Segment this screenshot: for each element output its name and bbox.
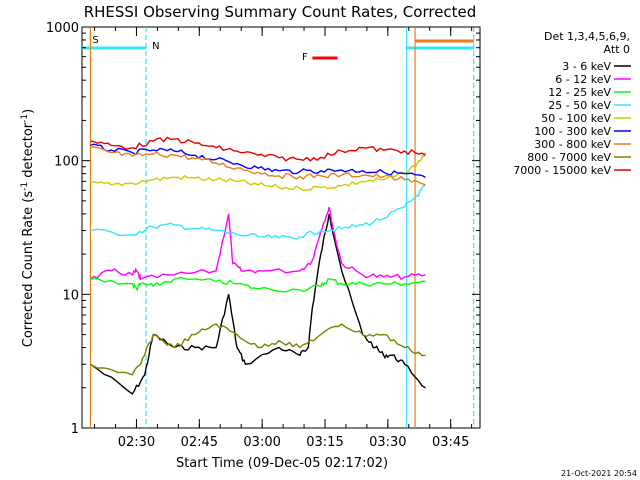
chart-title: RHESSI Observing Summary Count Rates, Co… — [84, 3, 477, 21]
x-tick-label: 03:15 — [306, 435, 343, 450]
legend-header-line: Det 1,3,4,5,6,9, — [544, 30, 630, 43]
series-line-800-7000-kev — [90, 323, 426, 376]
series-line-3-6-kev — [89, 213, 426, 395]
flag-f-label: F — [302, 52, 308, 63]
legend-entry-label: 6 - 12 keV — [555, 73, 611, 86]
legend-entry-label: 800 - 7000 keV — [527, 151, 611, 164]
legend-entry-label: 7000 - 15000 keV — [513, 164, 611, 177]
plot-frame — [81, 26, 481, 429]
y-axis-label-mid: detector — [21, 122, 36, 182]
y-tick-label: 10 — [62, 288, 79, 303]
series-line-12-25-kev — [90, 276, 426, 293]
x-tick-label: 03:00 — [243, 435, 280, 450]
x-axis-label: Start Time (09-Dec-05 02:17:02) — [176, 456, 388, 471]
series-line-25-50-kev — [90, 184, 426, 240]
series-lines — [89, 136, 427, 395]
flag-n-label: N — [152, 41, 159, 52]
y-tick-label: 100 — [54, 155, 79, 170]
series-line-50-100-kev — [90, 152, 427, 192]
legend-entry-label: 300 - 800 keV — [534, 138, 611, 151]
y-axis-label-sup2: -1 — [20, 114, 30, 123]
legend-header-line: Att 0 — [604, 43, 630, 56]
series-line-100-300-kev — [90, 143, 426, 179]
series-line-6-12-kev — [89, 206, 426, 281]
series-line-7000-15000-kev — [90, 136, 426, 162]
timestamp: 21-Oct-2021 20:54 — [561, 469, 637, 478]
y-tick-label: 1 — [71, 422, 79, 437]
legend-entry-label: 100 - 300 keV — [534, 125, 611, 138]
y-axis-label-tail: ) — [21, 109, 36, 114]
legend-entry-label: 25 - 50 keV — [548, 99, 611, 112]
x-tick-label: 02:45 — [181, 435, 218, 450]
legend-entry-label: 50 - 100 keV — [541, 112, 611, 125]
y-axis-label-main: Corrected Count Rate (s — [21, 191, 36, 348]
series-line-300-800-kev — [90, 146, 426, 186]
x-tick-label: 02:30 — [118, 435, 155, 450]
legend-entry-label: 3 - 6 keV — [562, 60, 611, 73]
x-tick-label: 03:45 — [432, 435, 469, 450]
flag-s-label: S — [92, 35, 98, 46]
y-axis-label: Corrected Count Rate (s-1 detector-1) — [20, 109, 36, 347]
plot-area: S N F — [81, 26, 481, 429]
legend-entry-label: 12 - 25 keV — [548, 86, 611, 99]
y-tick-label: 1000 — [46, 21, 79, 36]
y-axis-label-sup: -1 — [20, 182, 30, 191]
x-tick-label: 03:30 — [369, 435, 406, 450]
axes: 1 10 100 1000 02:30 02:45 03:00 03:15 03:30 03:45 — [46, 21, 480, 450]
